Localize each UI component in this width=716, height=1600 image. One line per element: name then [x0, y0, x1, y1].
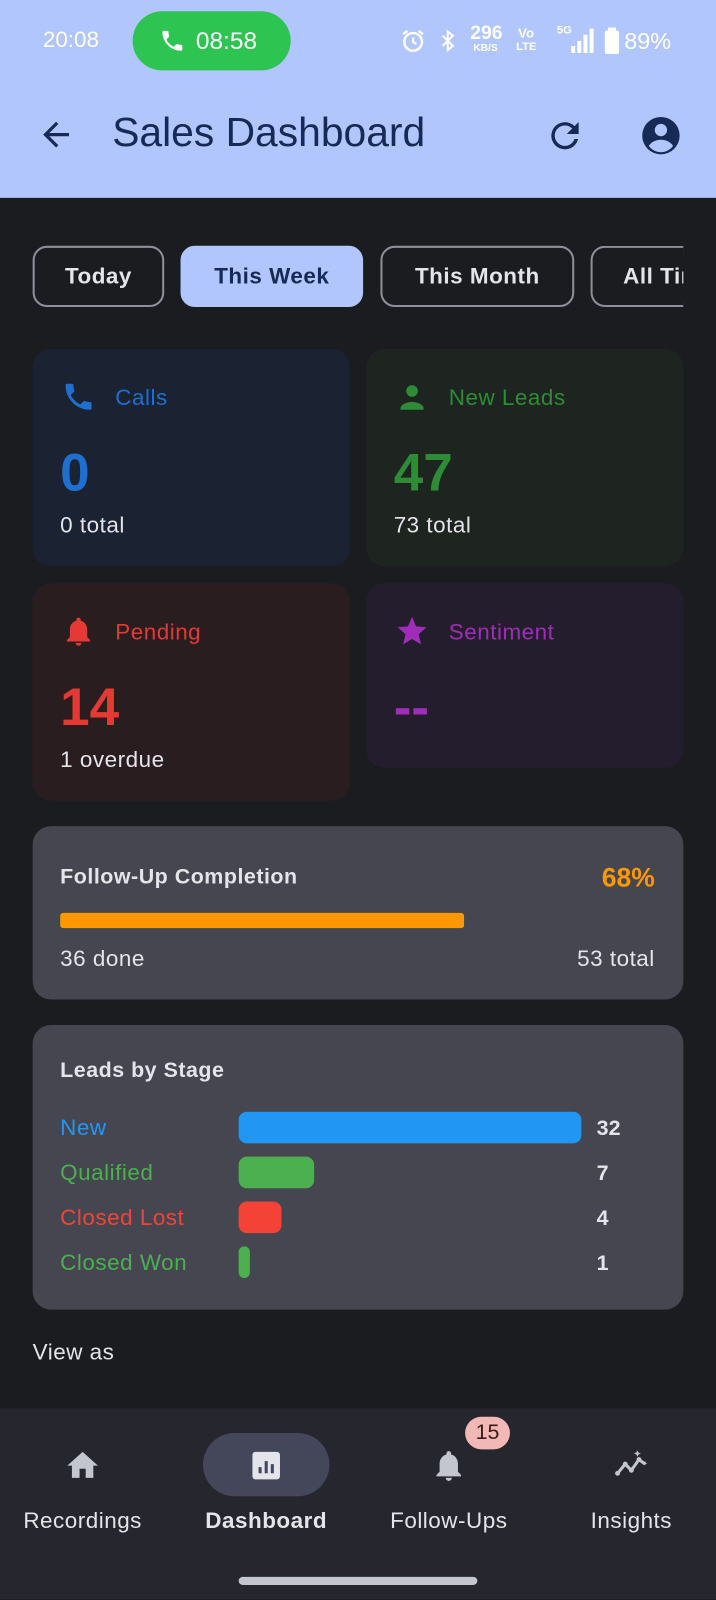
filter-chip[interactable]: Today [32, 245, 165, 308]
nav-icon-svg [67, 1451, 98, 1478]
stat-sub: 0 total [60, 512, 125, 538]
nav-icon [430, 1447, 467, 1484]
view-as-label: View as [32, 1339, 115, 1365]
stat-sub: 73 total [393, 512, 472, 538]
call-timer: 08:58 [195, 27, 258, 56]
net-unit: KB/S [473, 42, 498, 55]
leads-by-stage-card: Leads by Stage New 32 Qualified 7 Closed Los… [32, 1025, 684, 1310]
stat-label: New Leads [448, 384, 566, 411]
completion-percent: 68% [601, 861, 655, 893]
nav-label: Insights [590, 1507, 673, 1533]
stage-bar [238, 1246, 250, 1278]
nav-badge: 15 [465, 1416, 510, 1450]
completion-card: Follow-Up Completion 68% 36 done 53 tota… [32, 826, 684, 1000]
filter-chip[interactable]: All Time [590, 245, 684, 308]
stat-card: Pending 14 1 overdue [32, 583, 350, 801]
nav-icon [64, 1447, 101, 1484]
nav-item[interactable]: Insights [540, 1409, 716, 1562]
stage-bar [238, 1111, 582, 1144]
stage-bar [238, 1201, 282, 1234]
call-icon [162, 30, 183, 51]
home-indicator [238, 1576, 478, 1585]
filter-chip[interactable]: This Month [380, 245, 575, 308]
nav-icon [613, 1447, 650, 1484]
stage-bar [238, 1156, 314, 1189]
filter-chip[interactable]: This Week [180, 245, 364, 308]
stat-icon-svg [400, 385, 424, 410]
completion-title: Follow-Up Completion [60, 864, 298, 889]
nav-icon-svg [436, 1451, 462, 1481]
volte-bottom: LTE [516, 40, 537, 54]
stat-value: 14 [60, 678, 120, 738]
bluetooth-icon [441, 29, 455, 53]
alarm-icon [402, 29, 424, 52]
total-count: 53 total [577, 945, 655, 971]
stat-value: 0 [60, 443, 90, 503]
signal-icon [571, 28, 594, 54]
stat-icon-svg [65, 383, 92, 410]
network-type: 5G [556, 24, 572, 37]
stat-card: New Leads 47 73 total [366, 348, 684, 567]
stage-count: 7 [596, 1161, 609, 1186]
refresh-button[interactable] [545, 115, 586, 156]
stat-card: Sentiment -- [366, 583, 684, 769]
nav-item[interactable]: 15 Follow-Ups [357, 1409, 541, 1562]
done-count: 36 done [60, 945, 145, 971]
nav-item[interactable]: Recordings [0, 1409, 174, 1562]
stat-icon [61, 614, 96, 649]
nav-label: Follow-Ups [390, 1507, 508, 1533]
progress-bar [60, 912, 465, 929]
stat-icon-svg [66, 617, 91, 646]
leads-by-stage-title: Leads by Stage [60, 1058, 225, 1083]
status-time: 20:08 [42, 26, 99, 53]
nav-icon-svg [615, 1450, 648, 1476]
stage-count: 32 [596, 1116, 621, 1141]
nav-icon-svg [252, 1451, 280, 1480]
app-title: Sales Dashboard [112, 110, 426, 156]
stat-label: Sentiment [448, 619, 555, 645]
back-button[interactable] [37, 115, 76, 154]
stat-icon [61, 379, 96, 414]
stat-card: Calls 0 0 total [32, 348, 350, 567]
stage-name: New [60, 1114, 107, 1141]
battery-level: 89% [624, 27, 672, 55]
stat-icon [395, 379, 430, 414]
stat-value: 47 [393, 443, 453, 503]
stat-icon [395, 614, 430, 649]
net-speed: 296 [470, 22, 503, 44]
nav-icon [248, 1447, 285, 1484]
stage-count: 1 [596, 1251, 609, 1275]
profile-button[interactable] [638, 113, 683, 158]
battery-icon [604, 27, 620, 55]
app-header [0, 0, 716, 198]
nav-label: Dashboard [205, 1507, 328, 1533]
nav-label: Recordings [23, 1507, 142, 1533]
stat-value: -- [393, 678, 430, 738]
stat-sub: 1 overdue [60, 746, 165, 773]
stage-name: Closed Lost [60, 1204, 185, 1231]
stage-name: Qualified [60, 1159, 154, 1186]
bottom-nav: Recordings Dashboard 15 Follow-Ups Insights [0, 1408, 716, 1600]
volte-top: Vo [518, 25, 535, 41]
call-chip[interactable]: 08:58 [132, 11, 291, 71]
nav-item[interactable]: Dashboard [174, 1409, 358, 1562]
stat-label: Calls [115, 384, 168, 411]
stat-label: Pending [115, 619, 202, 645]
stage-name: Closed Won [60, 1249, 188, 1275]
stat-icon-svg [397, 616, 427, 645]
stage-count: 4 [596, 1206, 609, 1231]
